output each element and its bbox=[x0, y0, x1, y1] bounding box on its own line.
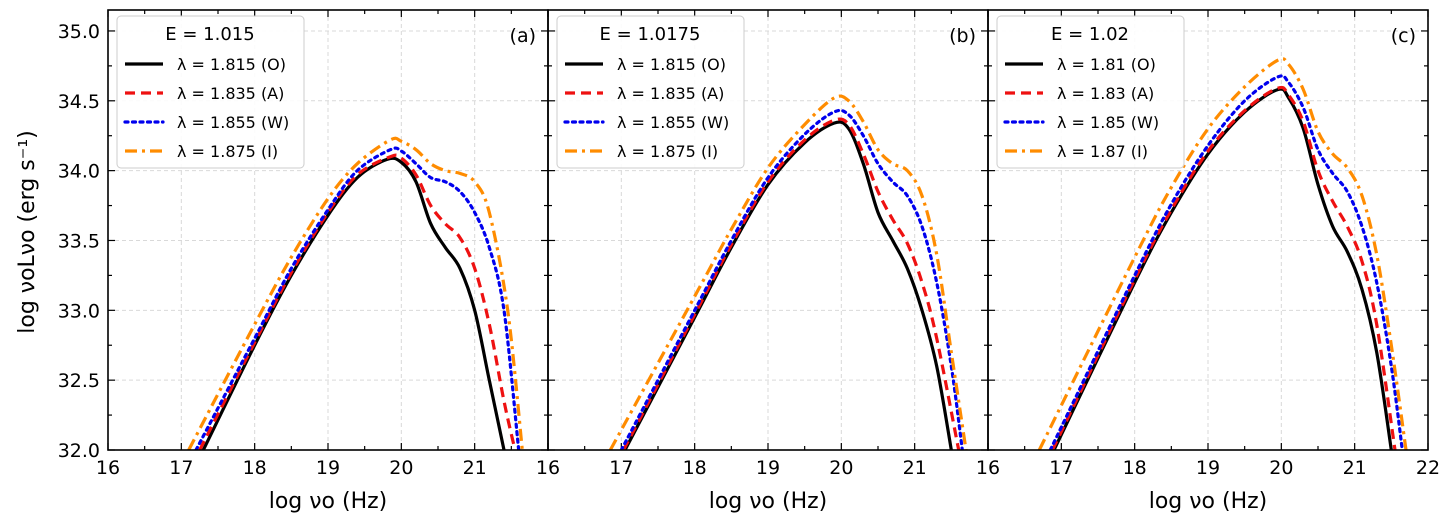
series-group bbox=[187, 136, 524, 450]
x-tick-label: 21 bbox=[1343, 457, 1367, 479]
x-tick-label: 21 bbox=[463, 457, 487, 479]
legend-label: λ = 1.81 (O) bbox=[1057, 55, 1156, 74]
series-line-1 bbox=[1051, 85, 1397, 450]
series-line-1 bbox=[198, 153, 517, 450]
legend-title: E = 1.02 bbox=[1051, 24, 1129, 45]
x-axis-title: log νo (Hz) bbox=[1149, 489, 1268, 514]
x-tick-label: 19 bbox=[756, 457, 780, 479]
panel-label: (b) bbox=[949, 25, 976, 47]
x-tick-label: 19 bbox=[1196, 457, 1220, 479]
legend-label: λ = 1.835 (A) bbox=[617, 84, 724, 103]
series-line-2 bbox=[194, 146, 521, 450]
series-line-1 bbox=[622, 117, 961, 450]
x-tick-label: 16 bbox=[96, 457, 120, 479]
y-tick-label: 34.0 bbox=[58, 161, 100, 183]
series-line-0 bbox=[201, 156, 506, 450]
legend-box bbox=[996, 15, 1185, 169]
series-line-2 bbox=[619, 108, 964, 450]
series-line-3 bbox=[1037, 57, 1408, 450]
x-tick-label: 17 bbox=[609, 457, 633, 479]
x-tick-label: 17 bbox=[1049, 457, 1073, 479]
series-group bbox=[1037, 57, 1408, 450]
y-tick-label: 32.0 bbox=[58, 440, 100, 462]
legend-label: λ = 1.83 (A) bbox=[1057, 84, 1154, 103]
panel-b: 16 17 18 19 20 21 log νo (Hz) (b) E = 1.0175 λ = … bbox=[536, 9, 989, 514]
series-line-0 bbox=[623, 120, 953, 450]
legend-label: λ = 1.855 (W) bbox=[177, 113, 289, 132]
series-group bbox=[608, 94, 968, 450]
x-tick-label: 20 bbox=[1269, 457, 1293, 479]
y-axis-title: log νoLνo (erg s⁻¹) bbox=[15, 130, 40, 334]
legend-title: E = 1.0175 bbox=[600, 24, 701, 45]
x-axis-title: log νo (Hz) bbox=[709, 489, 828, 514]
panel-a: 16 17 18 19 20 21 32.0 32.5 33.0 33.5 34.0 34.5 35.0… bbox=[58, 9, 549, 514]
y-tick-label: 34.5 bbox=[58, 91, 100, 113]
legend-box bbox=[116, 15, 305, 169]
y-tick-label: 35.0 bbox=[58, 21, 100, 43]
series-line-3 bbox=[187, 136, 524, 450]
x-tick-label: 20 bbox=[829, 457, 853, 479]
x-tick-label: 17 bbox=[169, 457, 193, 479]
legend-label: λ = 1.815 (O) bbox=[177, 55, 286, 74]
x-axis-title: log νo (Hz) bbox=[269, 489, 388, 514]
legend-box bbox=[556, 15, 745, 169]
legend-label: λ = 1.855 (W) bbox=[617, 113, 729, 132]
x-tick-label: 16 bbox=[536, 457, 560, 479]
x-tick-label: 22 bbox=[1416, 457, 1440, 479]
x-tick-label: 20 bbox=[389, 457, 413, 479]
legend-label: λ = 1.87 (I) bbox=[1057, 142, 1148, 161]
plot-frame bbox=[987, 9, 1429, 451]
series-line-3 bbox=[608, 94, 968, 450]
series-line-2 bbox=[1048, 74, 1404, 450]
x-tick-label: 18 bbox=[683, 457, 707, 479]
panels: 16 17 18 19 20 21 32.0 32.5 33.0 33.5 34.0 34.5 35.0… bbox=[58, 9, 1440, 514]
y-tick-label: 33.0 bbox=[58, 300, 100, 322]
x-tick-label: 19 bbox=[316, 457, 340, 479]
y-tick-label: 33.5 bbox=[58, 230, 100, 252]
panel-c: 16 17 18 19 20 21 22 log νo (Hz) (c) E = 1.02 λ = … bbox=[976, 9, 1440, 514]
legend-label: λ = 1.85 (W) bbox=[1057, 113, 1159, 132]
legend-title: E = 1.015 bbox=[165, 24, 254, 45]
panel-label: (c) bbox=[1391, 25, 1416, 47]
legend-label: λ = 1.875 (I) bbox=[177, 142, 278, 161]
legend-label: λ = 1.875 (I) bbox=[617, 142, 718, 161]
x-tick-label: 21 bbox=[903, 457, 927, 479]
x-tick-label: 16 bbox=[976, 457, 1000, 479]
y-tick-label: 32.5 bbox=[58, 370, 100, 392]
legend-label: λ = 1.835 (A) bbox=[177, 84, 284, 103]
legend-label: λ = 1.815 (O) bbox=[617, 55, 726, 74]
panel-label: (a) bbox=[510, 25, 536, 47]
x-tick-label: 18 bbox=[1123, 457, 1147, 479]
x-tick-label: 18 bbox=[243, 457, 267, 479]
